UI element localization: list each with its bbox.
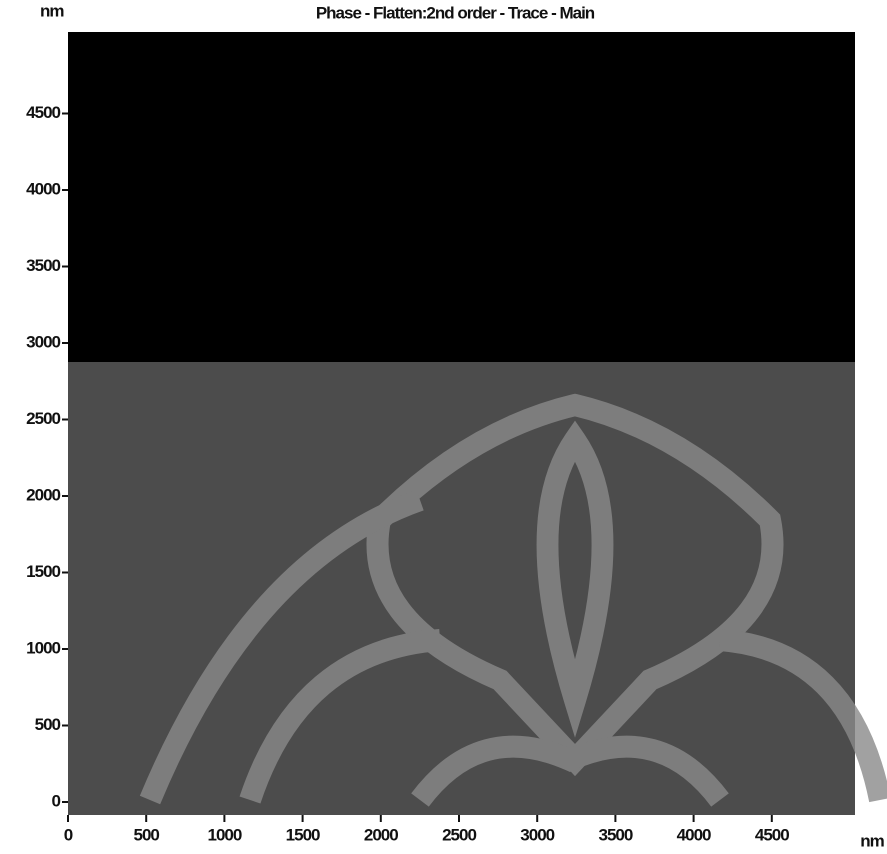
y-tick-label: 2000 <box>26 485 60 504</box>
x-tick-label: 4500 <box>755 825 789 844</box>
y-axis-unit: nm <box>40 1 64 20</box>
x-tick-label: 0 <box>64 825 73 844</box>
watermark-band <box>68 362 855 815</box>
x-tick-label: 1500 <box>286 825 320 844</box>
x-tick-label: 1000 <box>207 825 241 844</box>
chart-title: Phase - Flatten:2nd order - Trace - Main <box>316 3 595 22</box>
y-tick-label: 1000 <box>26 638 60 657</box>
x-tick-label: 3500 <box>598 825 632 844</box>
x-tick-label: 2000 <box>364 825 398 844</box>
phase-image <box>68 0 887 815</box>
y-tick-label: 500 <box>35 715 61 734</box>
y-tick-label: 4000 <box>26 179 60 198</box>
watermark-logo <box>150 0 887 800</box>
x-tick-label: 4000 <box>677 825 711 844</box>
y-tick-label: 3000 <box>26 332 60 351</box>
y-tick-label: 2500 <box>26 409 60 428</box>
y-tick-label: 3500 <box>26 256 60 275</box>
y-tick-label: 0 <box>52 791 61 810</box>
y-tick-label: 4500 <box>26 103 60 122</box>
x-axis-unit: nm <box>860 831 884 850</box>
x-tick-label: 500 <box>134 825 160 844</box>
y-tick-label: 1500 <box>26 562 60 581</box>
x-tick-label: 2500 <box>442 825 476 844</box>
x-tick-label: 3000 <box>520 825 554 844</box>
